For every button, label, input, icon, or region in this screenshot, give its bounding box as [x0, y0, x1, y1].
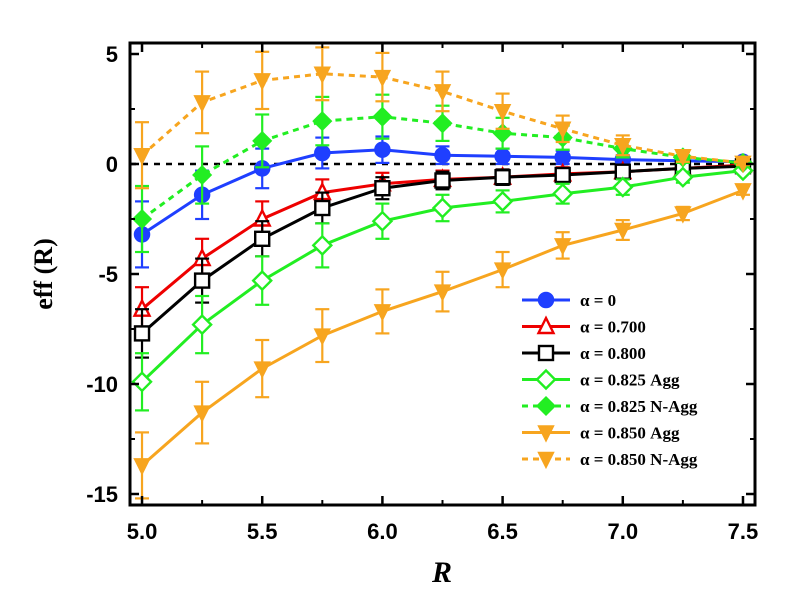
data-point — [674, 206, 692, 224]
data-point — [551, 183, 574, 205]
data-point — [734, 183, 752, 201]
series-2 — [133, 157, 752, 359]
y-tick-label: 0 — [106, 152, 118, 177]
ticks-layer: 5.0 5.5 6.0 6.5 7.0 7.5 -15 -10 -5 0 5 — [86, 42, 758, 544]
data-point — [433, 284, 452, 302]
legend-marker — [535, 368, 557, 391]
y-tick-label: -5 — [98, 262, 118, 287]
data-point — [614, 138, 632, 156]
data-point — [193, 95, 211, 113]
data-point — [372, 106, 393, 127]
x-tick-label: 7.0 — [607, 519, 638, 544]
legend-label: α = 0.825 N-Agg — [580, 397, 698, 416]
legend-entry: α = 0.850 Agg — [522, 424, 680, 443]
data-point — [313, 66, 332, 84]
legend-marker — [536, 315, 556, 335]
legend-entry: α = 0.825 N-Agg — [522, 395, 698, 417]
legend-marker — [537, 425, 555, 443]
x-tick-label: 6.0 — [367, 519, 398, 544]
legend-marker — [537, 291, 555, 309]
data-point — [253, 361, 271, 379]
x-axis-title: R — [431, 556, 452, 589]
data-point — [614, 222, 632, 241]
legend-marker — [535, 395, 557, 417]
data-point — [434, 172, 451, 189]
legend-entry: α = 0 — [522, 291, 616, 310]
data-point — [554, 149, 571, 166]
data-point — [612, 176, 634, 198]
data-point — [312, 111, 333, 132]
series-3 — [131, 159, 754, 412]
series-line — [141, 115, 744, 221]
legend-label: α = 0.825 Agg — [580, 371, 680, 390]
data-point — [433, 84, 452, 102]
data-point — [252, 130, 273, 151]
data-point — [553, 238, 572, 256]
legend-entry: α = 0.850 N-Agg — [522, 450, 698, 470]
data-point — [314, 199, 331, 217]
data-point — [133, 147, 151, 166]
data-point — [672, 166, 694, 188]
data-point — [432, 113, 453, 134]
data-point — [374, 179, 391, 197]
data-point — [254, 230, 271, 248]
data-point — [314, 144, 331, 162]
data-point — [373, 304, 392, 322]
legend-entry: α = 0.825 Agg — [522, 368, 680, 391]
x-tick-label: 5.0 — [127, 519, 158, 544]
legend: α = 0 α = 0.700 α = 0.800 α = 0.825 Agg α = … — [522, 291, 698, 470]
data-point — [371, 210, 394, 232]
data-point — [131, 371, 153, 393]
legend-label: α = 0.850 N-Agg — [580, 450, 698, 469]
data-point — [491, 190, 514, 213]
data-point — [133, 325, 151, 342]
data-point — [493, 262, 512, 280]
data-point — [554, 166, 571, 184]
data-point — [494, 168, 511, 186]
data-point — [431, 197, 454, 219]
y-tick-label: -15 — [86, 482, 118, 507]
legend-marker — [537, 451, 555, 470]
legend-label: α = 0.800 — [580, 344, 646, 363]
series-line — [141, 72, 744, 165]
data-point — [193, 272, 211, 289]
y-tick-label: 5 — [106, 42, 118, 67]
data-point — [131, 208, 153, 230]
data-point — [374, 141, 391, 158]
data-point — [192, 164, 213, 186]
x-tick-label: 5.5 — [247, 519, 278, 544]
x-tick-label: 6.5 — [487, 519, 518, 544]
legend-label: α = 0.850 Agg — [580, 424, 680, 443]
legend-label: α = 0.700 — [580, 318, 646, 337]
marks-layer — [130, 46, 755, 500]
data-point — [494, 148, 511, 165]
legend-label: α = 0 — [580, 291, 616, 310]
data-point — [674, 149, 692, 167]
data-point — [434, 146, 451, 164]
data-point — [251, 269, 273, 292]
data-point — [193, 405, 211, 423]
data-point — [133, 458, 151, 476]
data-point — [311, 234, 334, 257]
data-point — [191, 313, 213, 336]
data-point — [373, 69, 392, 88]
series-5 — [133, 183, 752, 500]
data-point — [253, 73, 271, 91]
data-point — [553, 121, 572, 139]
y-axis-title: eff (R) — [29, 238, 58, 309]
y-tick-label: -10 — [86, 372, 118, 397]
legend-marker — [537, 344, 555, 362]
data-point — [493, 103, 512, 122]
legend-entry: α = 0.800 — [522, 344, 646, 363]
data-point — [313, 328, 332, 346]
x-tick-label: 7.5 — [728, 519, 759, 544]
legend-entry: α = 0.700 — [522, 315, 646, 337]
